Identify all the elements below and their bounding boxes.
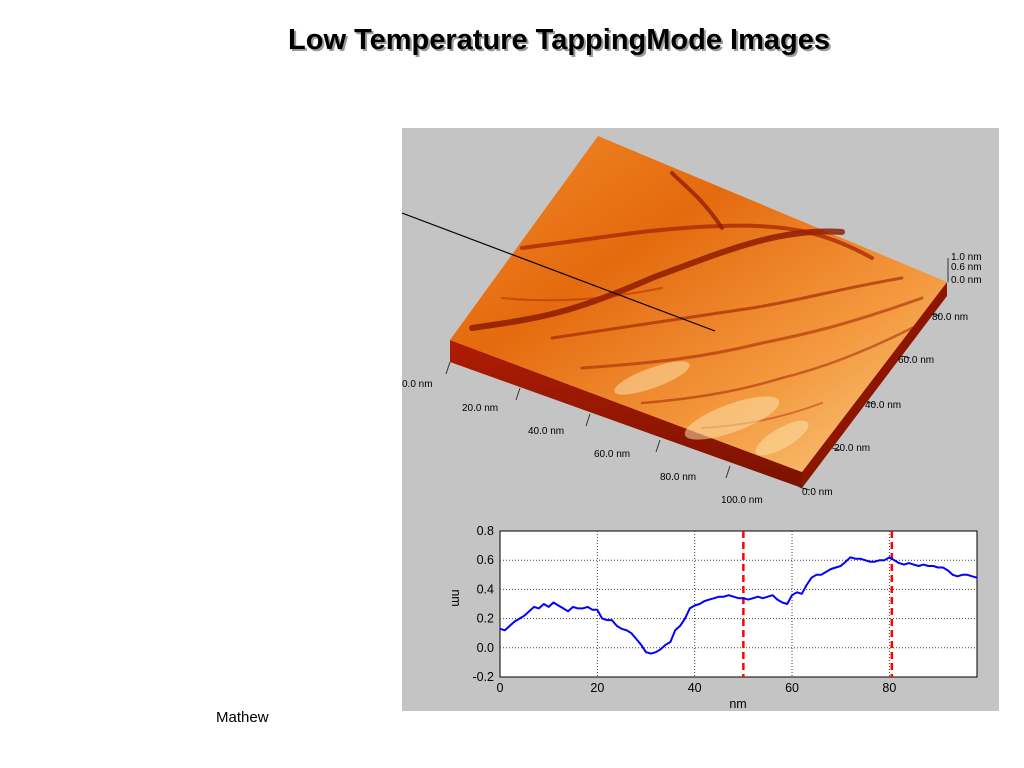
y-tick-label-2: 0.2	[477, 612, 494, 626]
cursor-markers	[742, 531, 894, 677]
section-line	[402, 212, 716, 332]
afm-3d-surface: 0.0 nm 20.0 nm 40.0 nm 60.0 nm 80.0 nm 1…	[402, 136, 982, 506]
x-tick-label-0: 0	[497, 681, 504, 695]
x-axis-label: nm	[729, 697, 746, 711]
surface-top	[450, 136, 947, 472]
height-profile-chart: 0 20 40 60 80 -0.2 0.0 0.2 0.4 0.6 0.8 nm nm	[449, 524, 978, 711]
x-tick-label-1: 20	[590, 681, 604, 695]
afm-z-label-1: 0.6 nm	[951, 262, 982, 273]
y-axis-label: nm	[449, 589, 463, 606]
plot-grid	[500, 531, 977, 677]
slide-title: Low Temperature TappingMode Images	[288, 24, 830, 56]
x-tick-labels: 0 20 40 60 80	[497, 681, 897, 695]
plot-series	[499, 556, 978, 655]
afm-x-label-5: 100.0 nm	[721, 495, 763, 506]
x-tick-label-3: 60	[785, 681, 799, 695]
y-tick-label-3: 0.4	[477, 582, 494, 596]
afm-y-label-4: 80.0 nm	[932, 312, 968, 323]
surface-highlights	[614, 361, 809, 456]
plot-area	[499, 530, 978, 678]
afm-x-label-3: 60.0 nm	[594, 449, 630, 460]
height-profile-panel: 0 20 40 60 80 -0.2 0.0 0.2 0.4 0.6 0.8 nm nm	[402, 520, 999, 711]
surface-front-wall	[450, 340, 802, 488]
author-name: Mathew	[216, 709, 269, 726]
y-tick-labels: -0.2 0.0 0.2 0.4 0.6 0.8	[472, 524, 494, 684]
afm-y-label-0: 0.0 nm	[802, 487, 833, 498]
y-tick-label-5: 0.8	[477, 524, 494, 538]
afm-z-label-2: 0.0 nm	[951, 275, 982, 286]
profile-line-0	[499, 556, 978, 655]
surface-right-wall	[802, 282, 947, 488]
afm-x-label-4: 80.0 nm	[660, 472, 696, 483]
afm-y-label-3: 60.0 nm	[898, 355, 934, 366]
afm-x-label-1: 20.0 nm	[462, 403, 498, 414]
x-tick-label-4: 80	[882, 681, 896, 695]
y-tick-label-4: 0.6	[477, 553, 494, 567]
afm-y-label-1: 20.0 nm	[834, 443, 870, 454]
afm-z-label-0: 1.0 nm	[951, 252, 982, 263]
y-tick-label-0: -0.2	[472, 670, 494, 684]
afm-x-label-2: 40.0 nm	[528, 426, 564, 437]
afm-axis-ticks	[445, 258, 949, 491]
y-tick-label-1: 0.0	[477, 641, 494, 655]
x-tick-label-2: 40	[688, 681, 702, 695]
afm-x-label-0: 0.0 nm	[402, 379, 433, 390]
afm-y-label-2: 40.0 nm	[865, 400, 901, 411]
afm-3d-image-panel: 0.0 nm 20.0 nm 40.0 nm 60.0 nm 80.0 nm 1…	[402, 128, 999, 520]
